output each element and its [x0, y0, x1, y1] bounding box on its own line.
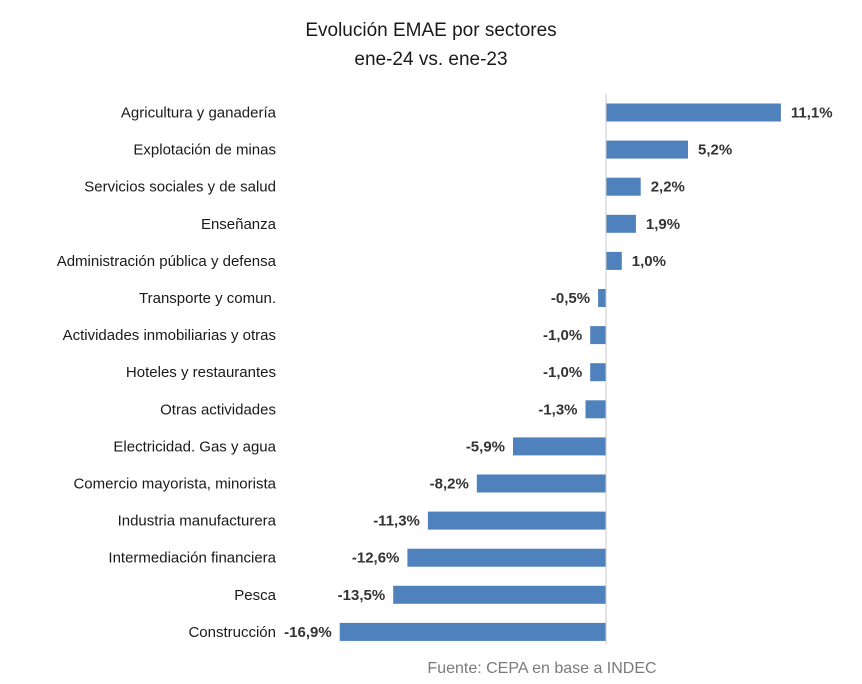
bar-7: [590, 326, 606, 345]
data-label: 2,2%: [651, 179, 685, 196]
category-label: Agricultura y ganadería: [121, 105, 277, 122]
bar-3: [606, 177, 641, 196]
chart-subtitle: ene-24 vs. ene-23: [354, 49, 507, 70]
category-label: Administración pública y defensa: [57, 253, 277, 270]
category-label: Otras actividades: [160, 401, 276, 418]
bar-1: [606, 103, 781, 122]
data-label: 1,9%: [646, 216, 680, 233]
data-label: 5,2%: [698, 142, 732, 159]
data-label: -1,0%: [543, 364, 582, 381]
category-label: Intermediación financiera: [108, 550, 276, 567]
category-label: Actividades inmobiliarias y otras: [63, 327, 276, 344]
category-label: Explotación de minas: [133, 142, 276, 159]
category-label: Comercio mayorista, minorista: [73, 476, 276, 493]
data-label: -12,6%: [352, 550, 400, 567]
category-label: Hoteles y restaurantes: [126, 364, 276, 381]
data-label: -5,9%: [466, 438, 505, 455]
data-label: 1,0%: [632, 253, 666, 270]
bar-2: [606, 140, 688, 159]
chart-title: Evolución EMAE por sectores: [305, 20, 556, 41]
source-note: Fuente: CEPA en base a INDEC: [427, 660, 656, 677]
data-label: 11,1%: [791, 105, 833, 122]
data-label: -8,2%: [430, 476, 469, 493]
category-label: Servicios sociales y de salud: [84, 179, 276, 196]
bar-4: [606, 214, 636, 233]
bar-11: [476, 474, 606, 493]
bars-group: [339, 103, 781, 641]
bar-13: [407, 548, 606, 567]
bar-10: [513, 437, 606, 456]
category-label: Construcción: [188, 624, 276, 641]
data-label: -1,0%: [543, 327, 582, 344]
data-label: -13,5%: [338, 587, 386, 604]
category-label: Industria manufacturera: [118, 513, 277, 530]
category-label: Electricidad. Gas y agua: [113, 438, 276, 455]
bar-12: [427, 511, 606, 530]
category-label: Enseñanza: [201, 216, 277, 233]
bar-15: [339, 622, 606, 641]
bar-14: [393, 585, 606, 604]
category-label: Pesca: [234, 587, 276, 604]
data-label: -1,3%: [538, 401, 577, 418]
bar-5: [606, 251, 622, 270]
bar-9: [585, 400, 606, 419]
bar-6: [598, 289, 606, 307]
data-label: -11,3%: [373, 513, 420, 530]
data-label: -16,9%: [284, 624, 332, 641]
category-label: Transporte y comun.: [139, 290, 276, 307]
bar-8: [590, 363, 606, 382]
labels-group: Agricultura y ganadería 11,1% Explotación …: [57, 105, 833, 641]
data-label: -0,5%: [551, 290, 590, 307]
